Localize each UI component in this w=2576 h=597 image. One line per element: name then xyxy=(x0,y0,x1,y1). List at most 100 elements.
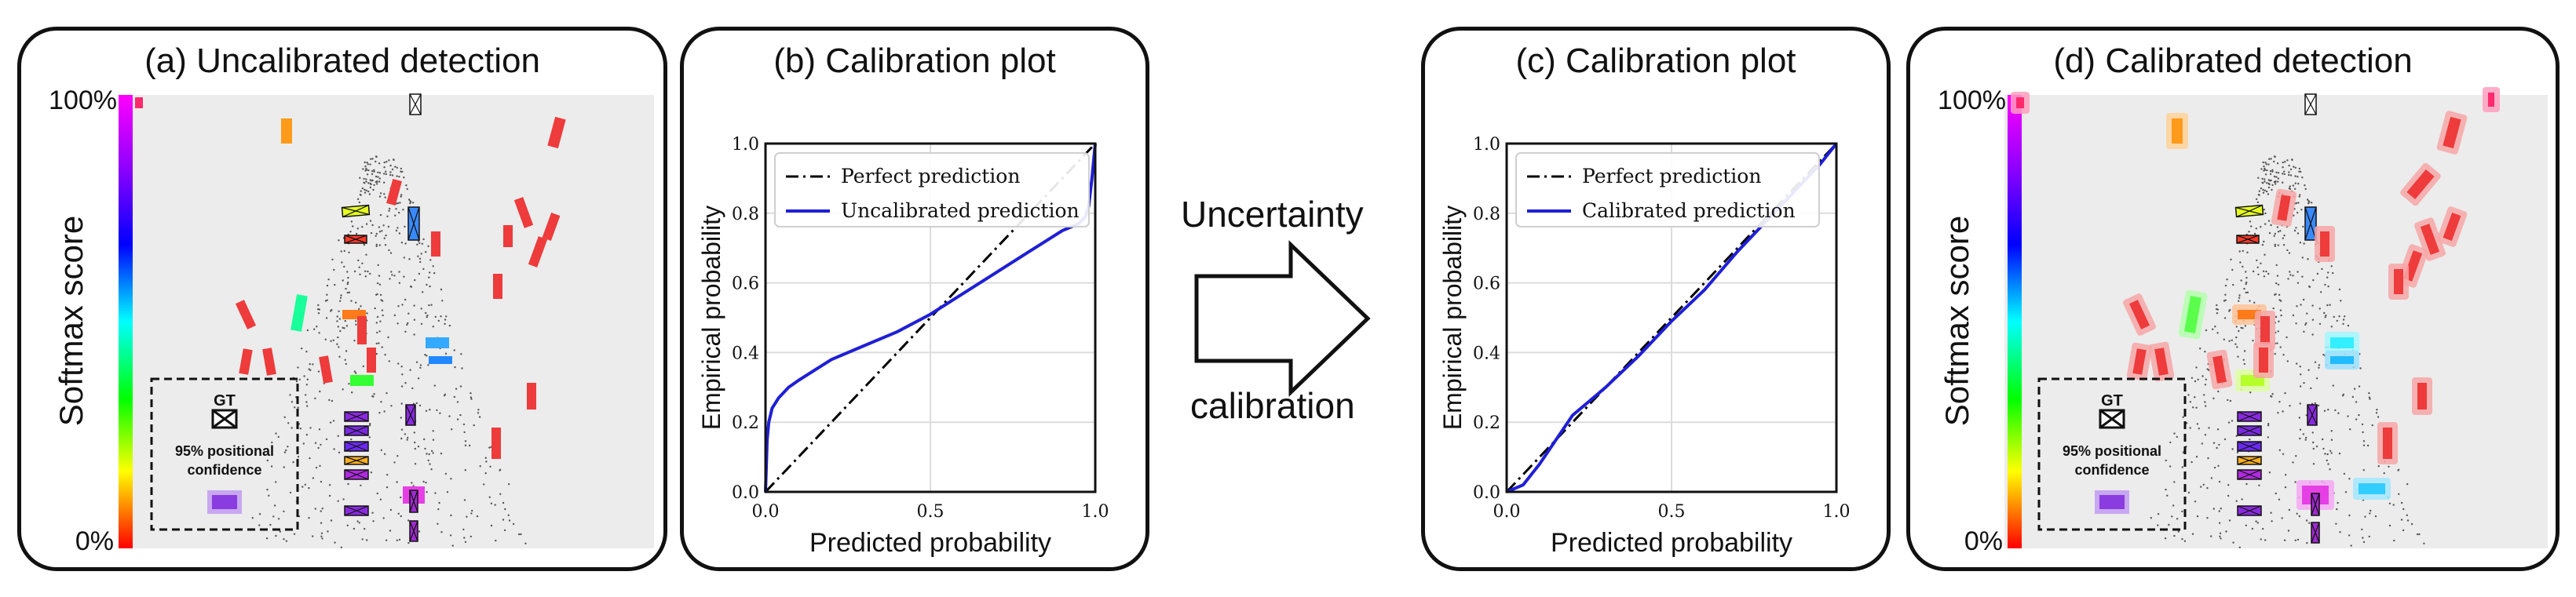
lidar-point xyxy=(2277,172,2280,174)
lidar-point xyxy=(251,517,254,519)
lidar-point xyxy=(365,167,367,170)
box-body xyxy=(235,300,257,329)
lidar-point xyxy=(330,340,332,342)
lidar-point xyxy=(395,208,397,210)
lidar-point xyxy=(277,518,280,520)
lidar-point xyxy=(2253,232,2256,235)
colorbar-top-label: 100% xyxy=(1938,86,2006,115)
lidar-point xyxy=(2203,394,2205,396)
lidar-point xyxy=(430,304,433,306)
lidar-point xyxy=(2262,527,2264,530)
lidar-point xyxy=(476,515,479,518)
lidar-point xyxy=(297,456,300,458)
lidar-point xyxy=(396,175,398,177)
lidar-point xyxy=(2270,511,2272,514)
lidar-point xyxy=(366,162,368,164)
lidar-point xyxy=(414,447,416,450)
gt-cross xyxy=(2304,206,2317,241)
lidar-point xyxy=(2318,308,2321,310)
lidar-point xyxy=(2327,463,2329,465)
detection-box xyxy=(262,348,276,376)
lidar-point xyxy=(369,179,371,181)
lidar-point xyxy=(2260,187,2263,190)
lidar-point xyxy=(2335,522,2337,525)
lidar-point xyxy=(2183,540,2187,542)
detection-box xyxy=(2206,349,2233,390)
lidar-point xyxy=(2264,189,2266,191)
lidar-point xyxy=(356,198,360,200)
lidar-point xyxy=(2198,428,2200,430)
lidar-point xyxy=(320,532,323,534)
lidar-point xyxy=(2268,471,2271,474)
lidar-point xyxy=(2223,317,2227,319)
lidar-point xyxy=(2238,546,2241,548)
lidar-point xyxy=(2353,388,2356,390)
lidar-point xyxy=(342,279,344,282)
lidar-point xyxy=(2227,484,2230,486)
lidar-point xyxy=(2207,457,2209,460)
lidar-point xyxy=(490,524,493,527)
lidar-point xyxy=(2220,537,2222,540)
lidar-point xyxy=(464,541,467,544)
lidar-point xyxy=(2169,465,2172,468)
lidar-point xyxy=(444,472,448,475)
lidar-point xyxy=(448,324,451,327)
detection-box xyxy=(2148,341,2175,382)
lidar-point xyxy=(363,243,366,246)
lidar-point xyxy=(409,369,411,371)
lidar-point xyxy=(466,515,468,518)
lidar-point xyxy=(503,529,506,532)
lidar-point xyxy=(2235,326,2238,328)
gt-cross xyxy=(2237,505,2262,516)
lidar-point xyxy=(2295,202,2298,205)
lidar-point xyxy=(379,192,382,195)
lidar-point xyxy=(364,169,367,172)
legend-confidence-line1: 95% positional xyxy=(175,443,274,459)
gt-cross xyxy=(409,520,418,542)
lidar-point xyxy=(2292,461,2294,464)
lidar-point xyxy=(422,238,425,241)
lidar-point xyxy=(407,541,410,544)
lidar-point xyxy=(2371,424,2373,427)
lidar-point xyxy=(459,385,462,388)
detection-box xyxy=(407,206,420,241)
lidar-point xyxy=(309,362,311,366)
lidar-point xyxy=(355,372,357,374)
lidar-point xyxy=(404,242,407,245)
lidar-point xyxy=(378,342,380,344)
lidar-point xyxy=(407,322,409,325)
detection-box xyxy=(2311,522,2320,544)
lidar-point xyxy=(375,352,378,355)
lidar-point xyxy=(2229,399,2232,402)
calibration-arrow-group: Uncertainty calibration xyxy=(1165,0,1401,597)
lidar-point xyxy=(410,201,412,203)
lidar-point xyxy=(2275,180,2277,183)
lidar-point xyxy=(2172,504,2175,507)
lidar-point xyxy=(2228,340,2231,342)
detection-box xyxy=(2325,351,2359,369)
lidar-point xyxy=(347,281,349,284)
lidar-point xyxy=(2299,402,2301,405)
lidar-point xyxy=(441,300,444,302)
lidar-point xyxy=(2312,441,2315,444)
lidar-point xyxy=(419,260,422,264)
lidar-point xyxy=(398,271,400,273)
lidar-point xyxy=(2322,438,2324,441)
detection-box xyxy=(527,383,536,410)
lidar-point xyxy=(269,523,272,526)
lidar-point xyxy=(373,393,375,395)
lidar-point xyxy=(369,272,371,275)
lidar-point xyxy=(400,428,404,431)
lidar-point xyxy=(271,441,273,444)
lidar-point xyxy=(524,542,527,544)
lidar-point xyxy=(2275,264,2278,267)
lidar-point xyxy=(341,261,343,264)
lidar-point xyxy=(353,270,356,273)
detection-box xyxy=(2126,342,2153,381)
lidar-point xyxy=(471,509,473,512)
lidar-point xyxy=(2294,182,2296,184)
lidar-point xyxy=(464,440,467,442)
lidar-point xyxy=(2402,529,2405,532)
lidar-point xyxy=(2286,360,2289,362)
detection-box xyxy=(135,97,143,108)
